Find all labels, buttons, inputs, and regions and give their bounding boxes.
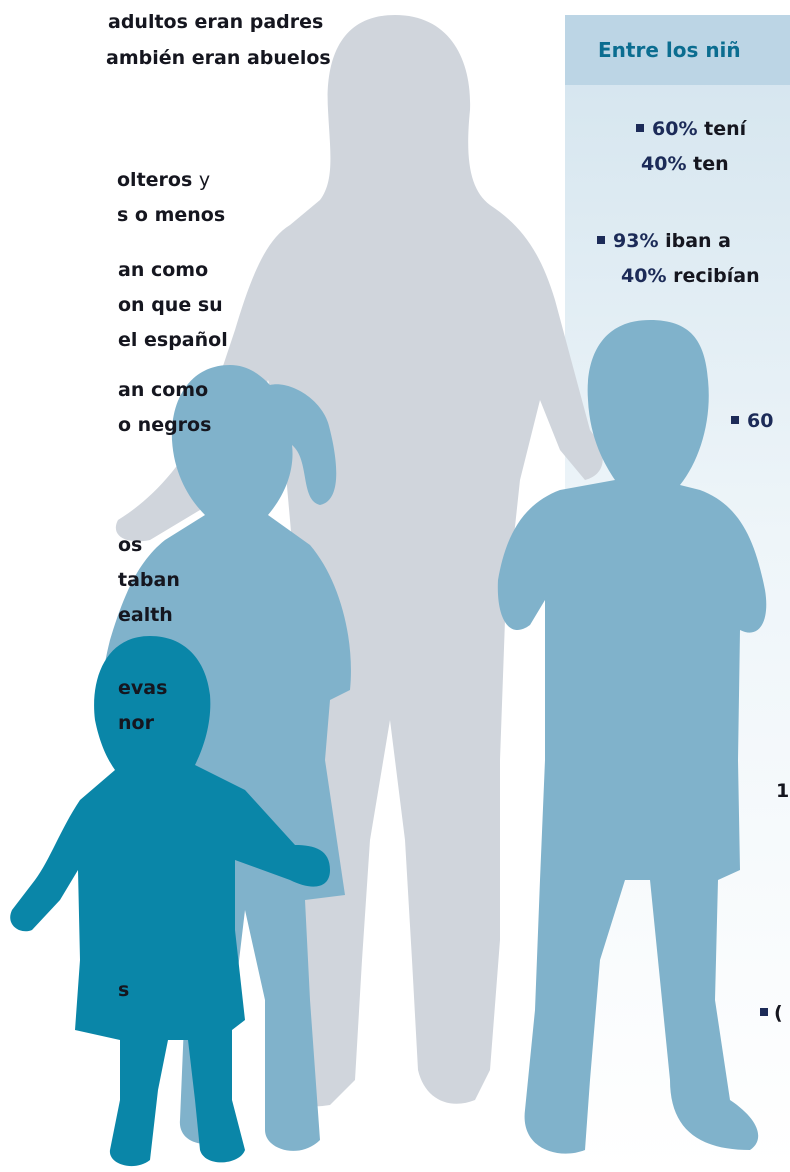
text-strong: adultos eran padres (108, 11, 323, 33)
toddler-silhouette (10, 636, 330, 1167)
box-header: Entre los niñ (598, 38, 741, 62)
bullet (760, 1008, 768, 1016)
text-strong: nor (118, 712, 155, 734)
text-strong: ealth (118, 604, 173, 626)
percent: 60 (747, 410, 773, 432)
bullet (636, 124, 644, 132)
girl-silhouette (103, 365, 351, 1151)
text-line: taban (118, 569, 180, 591)
percent: 60% (652, 118, 697, 140)
box-line: 40% ten (641, 153, 729, 175)
text-line: el español (118, 329, 228, 351)
percent: 40% (641, 153, 686, 175)
text-line: olteros y (117, 169, 210, 191)
text-strong: taban (118, 569, 180, 591)
text-strong: o negros (118, 414, 211, 436)
box-text: iban a (665, 230, 731, 252)
text-line: ealth (118, 604, 173, 626)
text-line: s (118, 979, 129, 1001)
text-line: adultos eran padres (108, 11, 323, 33)
text-line: an como (118, 379, 208, 401)
box-line: ( (774, 1002, 783, 1024)
text-line: evas (118, 677, 167, 699)
text-strong: evas (118, 677, 167, 699)
box-line: 60 (747, 410, 773, 432)
box-text: tení (704, 118, 747, 140)
text-line: on que su (118, 294, 223, 316)
text-strong: el español (118, 329, 228, 351)
box-text: recibían (673, 265, 760, 287)
text-line: nor (118, 712, 155, 734)
text-line: s o menos (117, 204, 225, 226)
text-line: o negros (118, 414, 211, 436)
box-text: ten (693, 153, 729, 175)
text-line: os (118, 534, 142, 556)
text-line: ambién eran abuelos (106, 47, 331, 69)
text-strong: os (118, 534, 142, 556)
bullet (731, 416, 739, 424)
box-text: 1 (776, 780, 789, 802)
text-strong: s (118, 979, 129, 1001)
adult-silhouette (115, 15, 603, 1107)
text-plain: y (199, 169, 210, 191)
text-strong: olteros (117, 169, 192, 191)
box-text: ( (774, 1002, 783, 1024)
box-line: 60% tení (652, 118, 748, 140)
box-line: 93% iban a (613, 230, 731, 252)
text-strong: on que su (118, 294, 223, 316)
percent: 93% (613, 230, 658, 252)
info-box-header (565, 15, 790, 85)
text-strong: an como (118, 379, 208, 401)
text-line: an como (118, 259, 208, 281)
text-strong: ambién eran abuelos (106, 47, 331, 69)
percent: 40% (621, 265, 666, 287)
boy-silhouette (497, 320, 767, 1154)
box-line: 40% recibían (621, 265, 760, 287)
box-line: 1 (776, 780, 789, 802)
text-strong: s o menos (117, 204, 225, 226)
bullet (597, 236, 605, 244)
text-strong: an como (118, 259, 208, 281)
